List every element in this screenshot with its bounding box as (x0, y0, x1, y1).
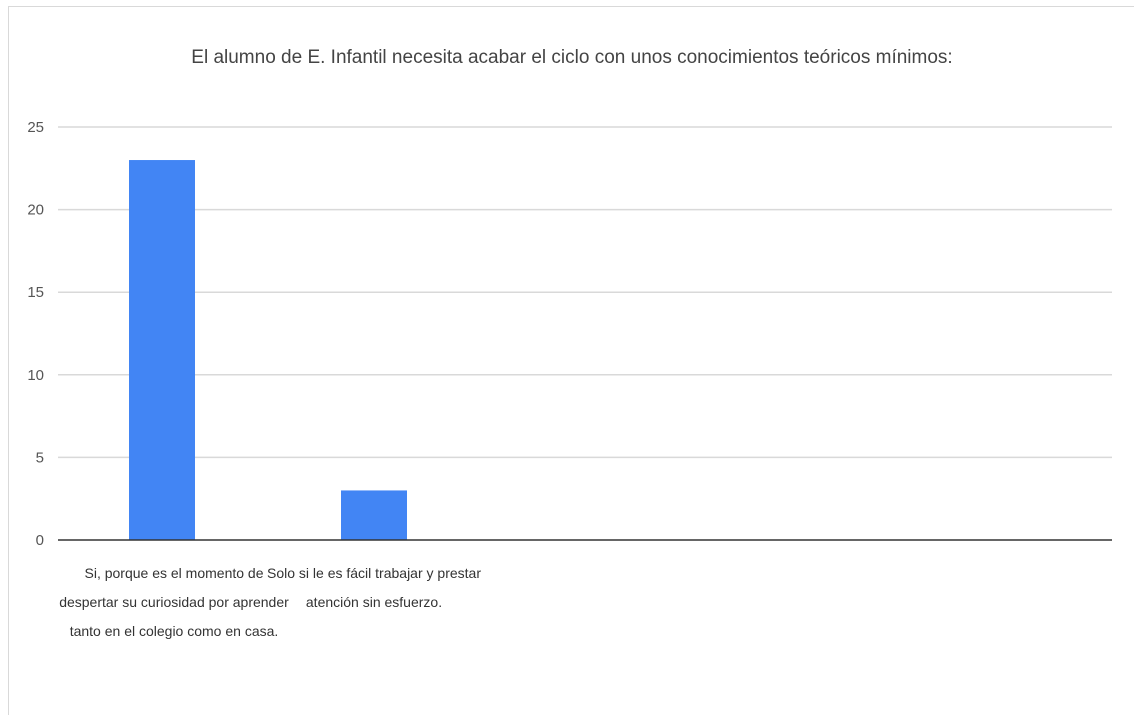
bars (129, 160, 407, 541)
gridlines (58, 126, 1112, 459)
category-label-1: Si, porque es el momento de despertar su … (59, 565, 289, 639)
chart-frame (8, 6, 1134, 715)
y-tick-label: 10 (27, 367, 44, 384)
y-tick-label: 5 (36, 449, 44, 466)
category-label-2: Solo si le es fácil trabajar y prestar at… (267, 565, 481, 610)
bar-2 (341, 490, 407, 540)
y-tick-label: 25 (27, 119, 44, 136)
chart-title: El alumno de E. Infantil necesita acabar… (191, 47, 952, 68)
y-tick-label: 0 (36, 532, 44, 549)
x-axis-labels: Si, porque es el momento de despertar su … (59, 565, 481, 639)
y-tick-label: 20 (27, 202, 44, 219)
bar-1 (129, 160, 195, 541)
y-tick-label: 15 (27, 284, 44, 301)
y-axis-ticks: 0 5 10 15 20 25 (27, 119, 44, 549)
